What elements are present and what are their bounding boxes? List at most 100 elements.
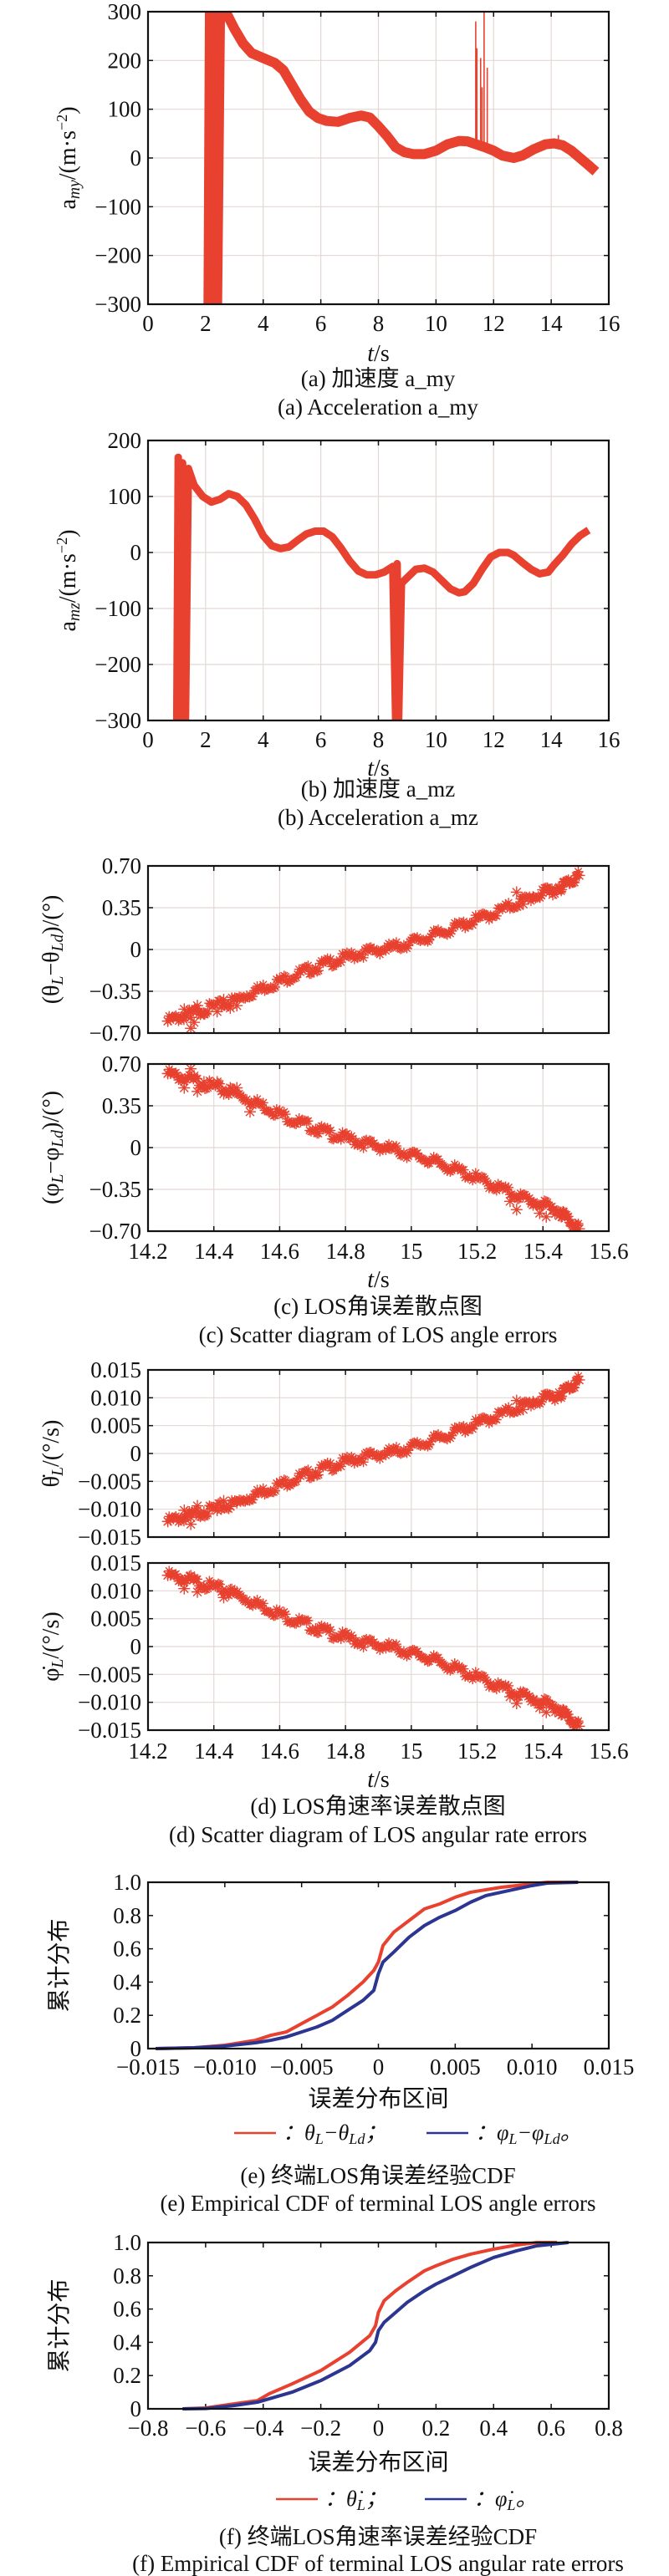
superscript: −2 bbox=[54, 537, 70, 553]
marker-stroke bbox=[483, 1179, 492, 1188]
marker-stroke bbox=[186, 1012, 196, 1022]
subscript: my bbox=[66, 180, 84, 199]
marker-stroke bbox=[271, 1486, 279, 1495]
x-tick-label: 14 bbox=[540, 311, 564, 336]
marker-stroke bbox=[505, 1196, 515, 1206]
marker-stroke bbox=[548, 1392, 558, 1403]
y-tick-label: −300 bbox=[94, 708, 141, 733]
subscript: L bbox=[49, 976, 67, 986]
marker-stroke bbox=[574, 868, 583, 876]
x-tick-label: 6 bbox=[315, 727, 327, 752]
y-tick-label: 0.35 bbox=[102, 895, 141, 920]
marker-stroke bbox=[203, 1083, 212, 1092]
x-tick-label: 14.2 bbox=[128, 1739, 167, 1764]
marker-stroke bbox=[189, 1017, 199, 1027]
data-point bbox=[280, 1109, 291, 1120]
marker-stroke bbox=[504, 1184, 513, 1192]
x-tick-label: 14.4 bbox=[194, 1239, 234, 1264]
marker-stroke bbox=[179, 1505, 189, 1515]
marker-stroke bbox=[548, 1202, 556, 1211]
x-tick-label: 6 bbox=[315, 311, 327, 336]
marker-stroke bbox=[512, 887, 522, 897]
marker-stroke bbox=[434, 1155, 442, 1163]
data-point bbox=[231, 1496, 243, 1509]
y-tick-label: 100 bbox=[108, 97, 142, 122]
label-part: (φ bbox=[38, 1184, 64, 1204]
marker-stroke bbox=[163, 1068, 173, 1078]
marker-stroke bbox=[518, 899, 529, 909]
data-point bbox=[161, 1515, 174, 1528]
data-point bbox=[231, 1000, 243, 1012]
data-point bbox=[188, 1070, 201, 1082]
data-point bbox=[527, 891, 539, 904]
data-point bbox=[553, 1209, 565, 1222]
y-tick-label: −0.35 bbox=[89, 1177, 141, 1202]
data-point bbox=[303, 960, 314, 971]
marker-stroke bbox=[192, 1501, 202, 1511]
data-point bbox=[553, 1387, 565, 1399]
data-point bbox=[192, 1000, 204, 1012]
data-point bbox=[197, 1076, 210, 1088]
data-point bbox=[192, 1499, 204, 1512]
x-tick-label: 8 bbox=[373, 727, 385, 752]
data-point bbox=[197, 1506, 210, 1518]
marker-stroke bbox=[413, 1148, 421, 1158]
marker-stroke bbox=[259, 1098, 268, 1107]
marker-stroke bbox=[304, 961, 313, 970]
plot-frame bbox=[146, 1062, 610, 1233]
scatter-points bbox=[161, 866, 585, 1033]
data-point bbox=[231, 1082, 243, 1094]
marker-stroke bbox=[199, 1009, 209, 1019]
marker-stroke bbox=[529, 1397, 538, 1407]
subscript: mz bbox=[66, 603, 84, 621]
marker-stroke bbox=[203, 1509, 212, 1518]
data-point bbox=[217, 1087, 230, 1100]
y-tick-label: 100 bbox=[108, 484, 142, 509]
label-part: t bbox=[367, 1267, 375, 1293]
x-tick-label: 16 bbox=[598, 311, 620, 336]
x-tick-label: 15 bbox=[400, 1739, 422, 1764]
y-axis-label: amz​/(m·s−2) bbox=[54, 529, 84, 631]
data-point bbox=[197, 1008, 210, 1021]
marker-stroke bbox=[370, 1139, 378, 1148]
label-part: /(m·s bbox=[55, 130, 81, 180]
label-part: t bbox=[367, 756, 375, 781]
y-tick-label: 0 bbox=[130, 1135, 142, 1160]
data-point bbox=[544, 886, 556, 899]
marker-stroke bbox=[575, 1375, 585, 1385]
x-tick-label: 15.4 bbox=[523, 1739, 564, 1764]
x-axis-label: t/s bbox=[367, 341, 389, 367]
y-tick-label: 0.70 bbox=[102, 1051, 141, 1077]
x-tick-label: 12 bbox=[483, 311, 505, 336]
label-part: θ̇ bbox=[38, 1474, 64, 1487]
x-tick-label: 14.2 bbox=[128, 1239, 167, 1264]
x-tick-label: 15 bbox=[400, 1239, 422, 1264]
panel-c-los-angle-error-scatter: 0.70 0.35 0 −0.35 −0.70 (θL​−θLd​)/(°) 0.70 0.3… bbox=[38, 853, 629, 1293]
data-point bbox=[335, 957, 346, 968]
marker-stroke bbox=[259, 980, 268, 989]
y-tick-label: 0 bbox=[130, 540, 142, 565]
marker-stroke bbox=[259, 1484, 268, 1493]
marker-stroke bbox=[281, 972, 290, 981]
label-part: (θ bbox=[38, 985, 64, 1005]
y-axis-label: θ̇L​/(°/s) bbox=[38, 1420, 67, 1488]
marker-stroke bbox=[431, 1156, 440, 1164]
marker-stroke bbox=[232, 1498, 242, 1508]
marker-stroke bbox=[326, 1126, 334, 1135]
marker-stroke bbox=[163, 1516, 173, 1526]
y-tick-label: −100 bbox=[94, 194, 141, 219]
marker-stroke bbox=[338, 1128, 347, 1137]
label-part: )/(°) bbox=[38, 1091, 64, 1130]
y-tick-label: 0.005 bbox=[90, 1413, 141, 1438]
plot-frame bbox=[146, 1368, 610, 1539]
marker-stroke bbox=[245, 1107, 255, 1117]
subscript: Ld bbox=[49, 1130, 67, 1148]
marker-stroke bbox=[186, 1513, 196, 1523]
plot-frame bbox=[146, 864, 610, 1035]
marker-stroke bbox=[337, 958, 345, 966]
panel-a-acceleration-amy: 3002001000−100−200−3000246810121416amy​/… bbox=[54, 0, 620, 367]
marker-stroke bbox=[534, 1209, 544, 1219]
marker-stroke bbox=[385, 1140, 393, 1148]
